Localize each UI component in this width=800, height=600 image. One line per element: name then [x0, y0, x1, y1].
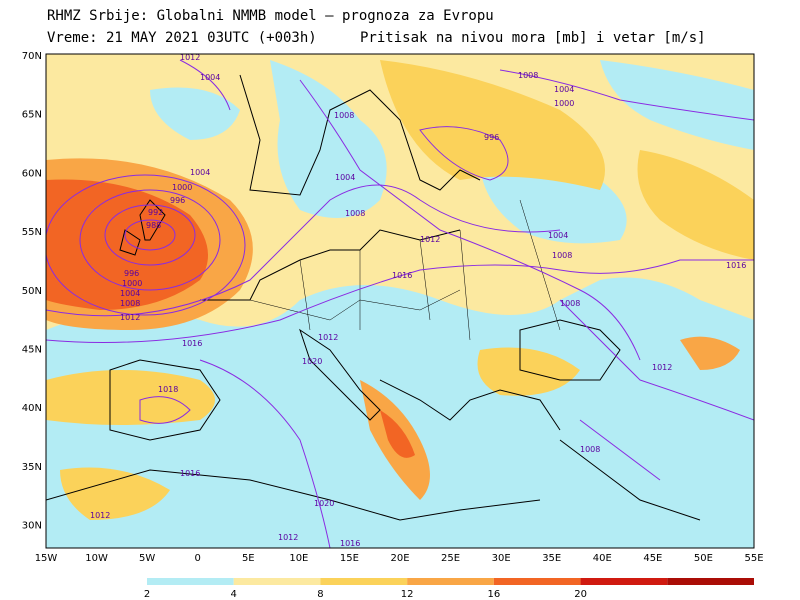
legend-swatch: [147, 578, 234, 585]
isobar-lines: [46, 59, 754, 548]
longitude-labels: 15W 10W 5W 0 5E 10E 15E 20E 25E 30E 35E 40E 45E 50E 55…: [35, 553, 764, 564]
isobar-label: 1018: [158, 385, 178, 394]
isobar-label: 996: [124, 269, 139, 278]
isobar-label: 1008: [345, 209, 365, 218]
isobar-label: 1012: [120, 313, 140, 322]
moderate-wind-areas: [46, 60, 754, 520]
isobar-label: 1012: [652, 363, 672, 372]
longitude-tick-label: 40E: [593, 553, 612, 564]
legend-swatch: [407, 578, 494, 585]
latitude-tick-label: 35N: [22, 462, 42, 473]
latitude-tick-label: 60N: [22, 168, 42, 179]
isobar-label: 988: [146, 221, 161, 230]
map-area: 1012 1004 1008 1004 1000 996 1008 1004 1…: [46, 53, 754, 548]
longitude-tick-label: 55E: [744, 553, 763, 564]
longitude-tick-label: 5E: [242, 553, 255, 564]
legend-value-label: 2: [144, 589, 150, 600]
legend-value-label: 12: [401, 589, 414, 600]
isobar-label: 1008: [560, 299, 580, 308]
longitude-tick-label: 50E: [694, 553, 713, 564]
isobar-label: 1012: [90, 511, 110, 520]
isobar-label: 1016: [180, 469, 200, 478]
isobar-label: 996: [170, 196, 185, 205]
latitude-tick-label: 70N: [22, 51, 42, 62]
legend-swatch: [233, 578, 321, 585]
isobar-label: 1000: [122, 279, 142, 288]
isobar-label: 1004: [190, 168, 210, 177]
longitude-tick-label: 10W: [85, 553, 108, 564]
isobar-label: 992: [148, 208, 163, 217]
legend-swatch: [580, 578, 668, 585]
isobar-label: 1016: [726, 261, 746, 270]
latitude-tick-label: 50N: [22, 286, 42, 297]
country-borders: [249, 199, 561, 341]
longitude-tick-label: 30E: [492, 553, 511, 564]
legend-value-label: 8: [317, 589, 323, 600]
isobar-label: 1004: [120, 289, 140, 298]
legend-value-label: 20: [574, 589, 587, 600]
latitude-tick-label: 45N: [22, 345, 42, 356]
isobar-label: 1012: [278, 533, 298, 542]
legend-swatch: [320, 578, 408, 585]
longitude-tick-label: 35E: [542, 553, 561, 564]
isobar-label: 1000: [172, 183, 192, 192]
isobar-label: 1004: [554, 85, 574, 94]
longitude-tick-label: 5W: [139, 553, 155, 564]
isobar-label: 1016: [182, 339, 202, 348]
isobar-label: 1008: [518, 71, 538, 80]
isobar-label: 1012: [318, 333, 338, 342]
isobar-label: 1020: [314, 499, 334, 508]
very-strong-wind-areas: [46, 179, 415, 458]
isobar-label: 1012: [420, 235, 440, 244]
latitude-tick-label: 30N: [22, 521, 42, 532]
legend-swatch: [667, 578, 754, 585]
longitude-tick-label: 15E: [340, 553, 359, 564]
wind-speed-legend: 2 4 8 12 16 20: [144, 578, 754, 600]
isobar-label: 1004: [200, 73, 220, 82]
longitude-tick-label: 10E: [289, 553, 308, 564]
valid-time: Vreme: 21 MAY 2021 03UTC (+003h): [47, 30, 317, 46]
isobar-label: 1000: [554, 99, 574, 108]
latitude-labels: 70N 65N 60N 55N 50N 45N 40N 35N 30N: [22, 51, 42, 532]
isobar-label: 1004: [335, 173, 355, 182]
isobar-label: 1004: [548, 231, 568, 240]
field-description: Pritisak na nivou mora [mb] i vetar [m/s…: [360, 30, 706, 46]
longitude-tick-label: 25E: [441, 553, 460, 564]
isobar-label: 996: [484, 133, 499, 142]
longitude-tick-label: 20E: [390, 553, 409, 564]
latitude-tick-label: 40N: [22, 403, 42, 414]
latitude-tick-label: 65N: [22, 110, 42, 121]
isobar-label: 1008: [334, 111, 354, 120]
isobar-label: 1008: [580, 445, 600, 454]
isobar-label: 1012: [180, 53, 200, 62]
legend-swatch: [493, 578, 581, 585]
latitude-tick-label: 55N: [22, 227, 42, 238]
longitude-tick-label: 15W: [35, 553, 58, 564]
longitude-tick-label: 0: [195, 553, 201, 564]
legend-value-label: 16: [487, 589, 500, 600]
isobar-label: 1008: [120, 299, 140, 308]
coastlines: [46, 74, 701, 521]
isobar-label: 1020: [302, 357, 322, 366]
map-frame: [45, 53, 755, 549]
longitude-tick-label: 45E: [643, 553, 662, 564]
legend-value-label: 4: [231, 589, 237, 600]
isobar-label: 1008: [552, 251, 572, 260]
isobar-label: 1016: [340, 539, 360, 548]
chart-title: RHMZ Srbije: Globalni NMMB model — progn…: [47, 8, 494, 24]
isobar-label: 1016: [392, 271, 412, 280]
